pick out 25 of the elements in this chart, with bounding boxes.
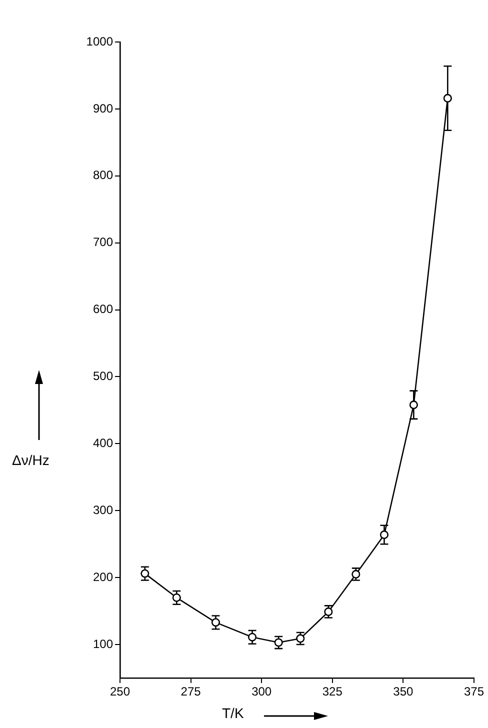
y-tick-label: 600 — [92, 302, 114, 316]
point — [248, 632, 256, 642]
y-axis-title: Δν/Hz — [12, 452, 50, 468]
point — [443, 94, 452, 102]
x-tick-label: 300 — [252, 684, 272, 699]
x-tick-label: 275 — [180, 684, 202, 699]
y-tick-label: 100 — [92, 636, 114, 651]
y-tick-label: 1000 — [86, 34, 114, 48]
x-tick-label: 375 — [464, 684, 484, 699]
x-axis-title: T/K — [222, 705, 244, 721]
y-tick-label: 700 — [92, 235, 114, 250]
y-tick-label: 400 — [92, 436, 114, 450]
x-tick-label: 250 — [110, 684, 130, 699]
point — [409, 400, 418, 410]
point — [212, 618, 220, 627]
y-tick-label: 900 — [92, 101, 114, 116]
y-tick-label: 500 — [92, 369, 114, 384]
y-tick-label: 800 — [92, 168, 114, 182]
point — [380, 530, 388, 539]
x-tick-label: 350 — [393, 684, 414, 699]
x-tick-label: 325 — [322, 684, 343, 699]
point — [172, 593, 181, 602]
point — [140, 569, 150, 578]
y-tick-label: 300 — [92, 502, 114, 517]
y-tick-label: 200 — [92, 570, 114, 584]
